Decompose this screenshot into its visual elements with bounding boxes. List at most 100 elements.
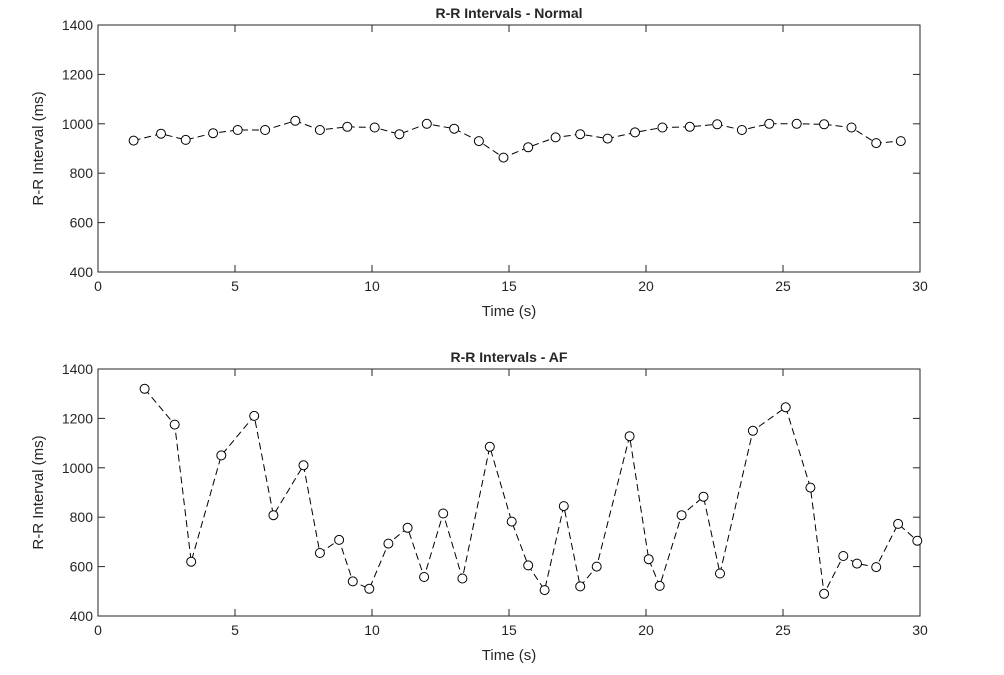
data-point: [893, 518, 904, 529]
data-point: [484, 441, 495, 452]
data-point: [630, 127, 640, 138]
x-tick-label: 15: [501, 278, 517, 294]
y-tick-label: 800: [70, 165, 94, 181]
plot-area: [97, 24, 921, 273]
data-point: [819, 119, 830, 130]
data-point: [457, 573, 468, 584]
data-point: [347, 576, 358, 587]
x-tick-label: 15: [501, 622, 517, 638]
data-point: [624, 431, 635, 442]
data-point: [895, 136, 906, 147]
data-point: [314, 125, 325, 135]
data-point: [575, 129, 586, 140]
data-point: [698, 491, 709, 502]
data-point: [419, 572, 430, 582]
y-axis-label: R-R Interval (ms): [30, 91, 47, 205]
x-tick-label: 20: [638, 278, 654, 294]
data-point: [736, 125, 747, 135]
data-point: [871, 138, 882, 149]
y-tick-label: 600: [70, 559, 94, 575]
chart-title: R-R Intervals - Normal: [435, 5, 582, 21]
data-point: [747, 425, 758, 436]
series-line: [144, 388, 918, 596]
x-tick-label: 5: [231, 278, 239, 294]
data-point: [249, 410, 260, 421]
data-point: [473, 136, 484, 147]
y-tick-label: 400: [70, 264, 94, 280]
data-point: [438, 508, 449, 519]
data-point: [523, 560, 534, 571]
data-point: [498, 152, 509, 163]
data-point: [654, 580, 665, 591]
data-point: [298, 460, 309, 471]
data-point: [314, 548, 325, 558]
y-tick-label: 400: [70, 608, 94, 624]
data-point: [421, 118, 432, 129]
data-point: [216, 450, 227, 461]
data-point: [539, 585, 550, 596]
x-tick-label: 30: [912, 278, 928, 294]
x-tick-label: 25: [775, 622, 791, 638]
data-point: [602, 133, 613, 144]
y-tick-label: 800: [70, 509, 94, 525]
data-point: [156, 128, 166, 139]
data-point: [852, 558, 862, 569]
x-tick-label: 0: [94, 278, 102, 294]
data-point: [290, 115, 301, 126]
data-point: [169, 419, 180, 430]
y-tick-label: 600: [70, 215, 94, 231]
data-point: [523, 142, 534, 153]
x-tick-label: 30: [912, 622, 928, 638]
y-tick-label: 1000: [62, 460, 93, 476]
y-tick-label: 1200: [62, 410, 93, 426]
y-tick-label: 1400: [62, 17, 93, 33]
x-tick-label: 25: [775, 278, 791, 294]
data-point: [268, 510, 279, 521]
data-point: [383, 538, 394, 549]
data-point: [684, 121, 695, 132]
data-point: [186, 556, 197, 567]
data-point: [208, 128, 219, 139]
x-tick-label: 10: [364, 622, 380, 638]
x-tick-label: 0: [94, 622, 102, 638]
data-point: [369, 122, 380, 133]
data-point: [550, 132, 561, 143]
data-point: [334, 534, 345, 545]
y-tick-label: 1400: [62, 361, 93, 377]
data-point: [715, 568, 725, 579]
data-point: [819, 588, 830, 599]
data-point: [449, 123, 460, 134]
x-axis-label: Time (s): [482, 647, 536, 664]
data-point: [676, 510, 687, 521]
chart-panel-af: 0 5 10 15 20 25 30 400 600 800 1000 1200 1400 R-R Int…: [30, 349, 928, 664]
data-point: [558, 501, 569, 512]
data-point: [712, 119, 723, 130]
data-point: [128, 135, 139, 146]
data-point: [506, 516, 517, 527]
data-point: [394, 129, 405, 140]
data-point: [591, 561, 602, 572]
data-point: [780, 402, 791, 413]
y-axis-label: R-R Interval (ms): [30, 435, 47, 549]
chart-title: R-R Intervals - AF: [451, 349, 568, 365]
x-tick-label: 5: [231, 622, 239, 638]
data-point: [180, 134, 191, 145]
data-point: [260, 125, 271, 135]
data-point: [764, 118, 775, 129]
y-tick-label: 1000: [62, 116, 93, 132]
data-point: [791, 118, 802, 129]
data-point: [364, 583, 375, 594]
data-point: [643, 554, 654, 565]
data-point: [575, 581, 586, 592]
data-point: [805, 482, 816, 493]
x-tick-label: 20: [638, 622, 654, 638]
x-axis-label: Time (s): [482, 303, 536, 320]
data-point: [871, 562, 882, 573]
chart-panel-normal: 0 5 10 15 20 25 30 400 600 800 1000 1200 1400 R-R Int…: [30, 5, 928, 320]
data-point: [838, 551, 849, 561]
y-tick-label: 1200: [62, 66, 93, 82]
data-point: [139, 383, 150, 394]
data-point: [232, 125, 243, 135]
